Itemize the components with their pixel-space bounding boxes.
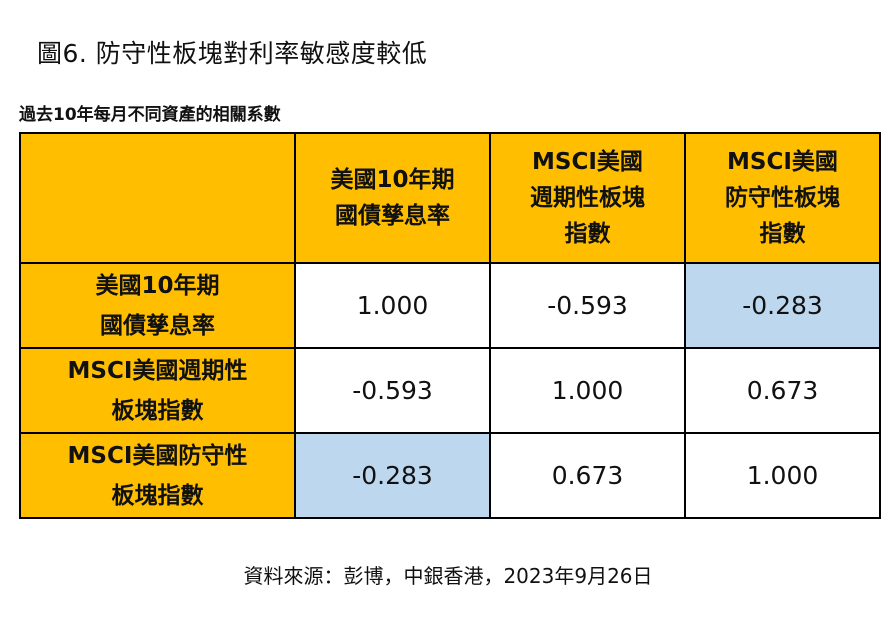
column-header: 美國10年期 國債孳息率	[294, 132, 491, 264]
column-header: MSCI美國 週期性板塊 指數	[489, 132, 686, 264]
table-subtitle: 過去10年每月不同資產的相關系數	[19, 105, 281, 125]
figure-title: 圖6. 防守性板塊對利率敏感度較低	[37, 39, 428, 68]
correlation-cell: 1.000	[489, 347, 686, 434]
correlation-cell: -0.593	[294, 347, 491, 434]
source-note: 資料來源：彭博，中銀香港，2023年9月26日	[243, 564, 653, 588]
correlation-cell: 0.673	[684, 347, 881, 434]
table-row: MSCI美國防守性 板塊指數 -0.283 0.673 1.000	[19, 432, 881, 519]
header-row: 美國10年期 國債孳息率 MSCI美國 週期性板塊 指數 MSCI美國 防守性板…	[19, 132, 881, 264]
correlation-table: 美國10年期 國債孳息率 MSCI美國 週期性板塊 指數 MSCI美國 防守性板…	[19, 132, 881, 519]
table-row: MSCI美國週期性 板塊指數 -0.593 1.000 0.673	[19, 347, 881, 434]
correlation-cell: -0.283	[294, 432, 491, 519]
row-header: MSCI美國防守性 板塊指數	[19, 432, 296, 519]
corner-cell	[19, 132, 296, 264]
correlation-cell: -0.283	[684, 262, 881, 349]
table-row: 美國10年期 國債孳息率 1.000 -0.593 -0.283	[19, 262, 881, 349]
correlation-cell: 0.673	[489, 432, 686, 519]
column-header: MSCI美國 防守性板塊 指數	[684, 132, 881, 264]
correlation-cell: 1.000	[684, 432, 881, 519]
correlation-cell: 1.000	[294, 262, 491, 349]
correlation-cell: -0.593	[489, 262, 686, 349]
row-header: MSCI美國週期性 板塊指數	[19, 347, 296, 434]
row-header: 美國10年期 國債孳息率	[19, 262, 296, 349]
